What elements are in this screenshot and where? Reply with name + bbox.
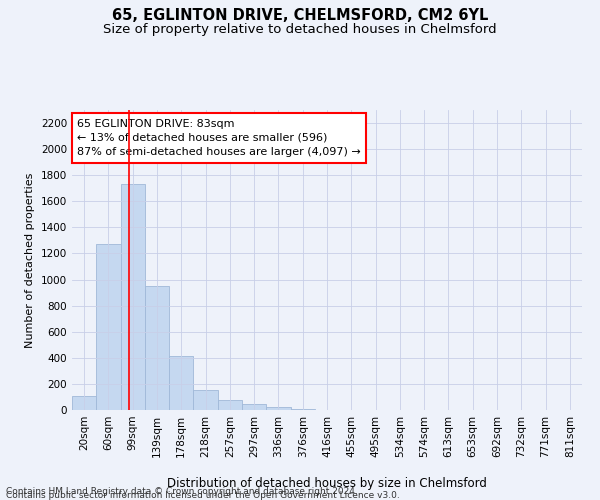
Text: Contains public sector information licensed under the Open Government Licence v3: Contains public sector information licen… [6,491,400,500]
Bar [145,286,169,410]
Text: Distribution of detached houses by size in Chelmsford: Distribution of detached houses by size … [167,477,487,490]
Text: 65 EGLINTON DRIVE: 83sqm
← 13% of detached houses are smaller (596)
87% of semi-: 65 EGLINTON DRIVE: 83sqm ← 13% of detach… [77,119,361,157]
Bar [193,390,218,410]
Bar [169,356,193,410]
Text: Size of property relative to detached houses in Chelmsford: Size of property relative to detached ho… [103,22,497,36]
Text: 65, EGLINTON DRIVE, CHELMSFORD, CM2 6YL: 65, EGLINTON DRIVE, CHELMSFORD, CM2 6YL [112,8,488,22]
Bar [242,404,266,410]
Bar [121,184,145,410]
Bar [96,244,121,410]
Text: Contains HM Land Registry data © Crown copyright and database right 2024.: Contains HM Land Registry data © Crown c… [6,487,358,496]
Bar [266,406,290,410]
Y-axis label: Number of detached properties: Number of detached properties [25,172,35,348]
Bar [218,400,242,410]
Bar [72,396,96,410]
